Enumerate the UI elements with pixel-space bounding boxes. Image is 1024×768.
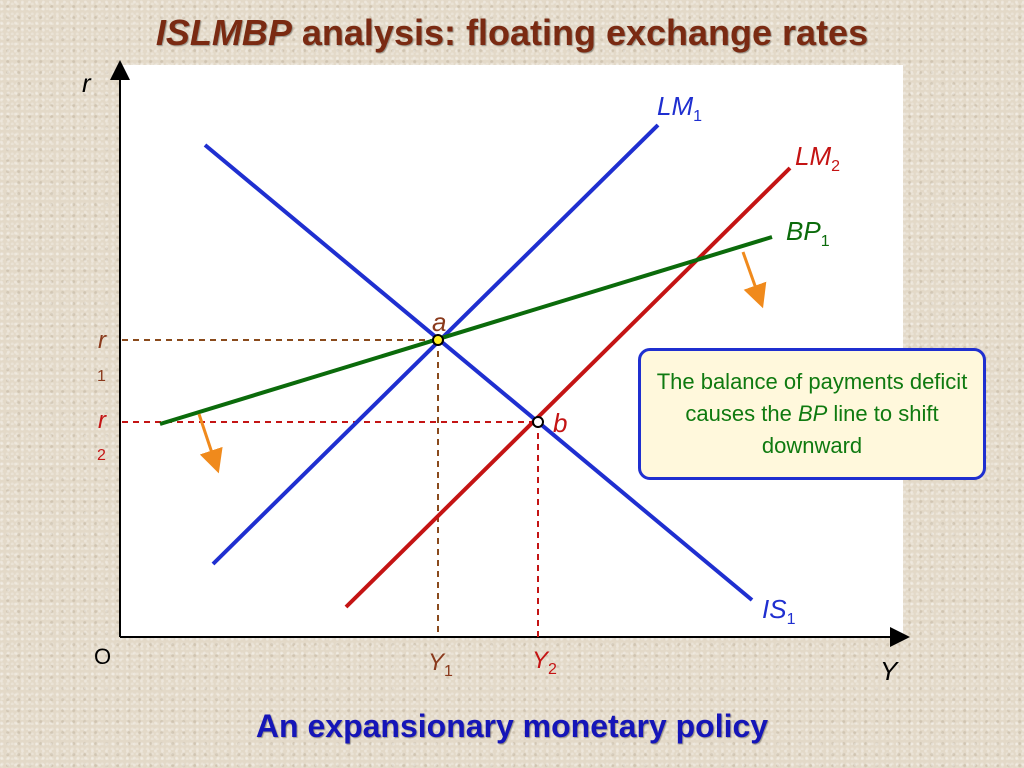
- point-a-label: a: [432, 307, 446, 337]
- point-b-label: b: [553, 408, 567, 438]
- title-rest: analysis: floating exchange rates: [291, 12, 869, 53]
- r2-subscript: 2: [97, 447, 106, 464]
- y1-label: Y1: [428, 649, 453, 680]
- callout-text-before: The balance of payments deficit causes t…: [656, 369, 968, 426]
- bp1-curve: [159, 235, 773, 426]
- lm2-label: LM2: [795, 141, 840, 175]
- point-b-marker: [532, 416, 544, 428]
- callout-text-after: line to shift downward: [761, 401, 939, 458]
- x-axis-label: Y: [880, 656, 899, 686]
- r2-label: r: [98, 407, 107, 434]
- title-emphasis: ISLMBP: [155, 12, 292, 53]
- explanation-callout: The balance of payments deficit causes t…: [638, 348, 986, 480]
- bp-shift-arrow-left: [197, 413, 223, 474]
- y2-label: Y2: [532, 647, 557, 678]
- r1-label: r: [98, 327, 107, 354]
- bp-shift-arrow-right: [741, 251, 767, 309]
- slide-title: ISLMBP analysis: floating exchange rates: [0, 12, 1024, 54]
- callout-text: The balance of payments deficit causes t…: [653, 366, 971, 462]
- is1-curve: [203, 143, 754, 602]
- y-axis-label: r: [82, 68, 92, 98]
- callout-text-emphasis: BP: [797, 401, 828, 426]
- lm2-curve: [344, 166, 792, 609]
- r1-subscript: 1: [97, 368, 106, 385]
- bp1-label: BP1: [786, 216, 830, 250]
- lm1-label: LM1: [657, 91, 702, 125]
- slide-subtitle: An expansionary monetary policy: [255, 708, 769, 744]
- origin-label: O: [94, 644, 111, 669]
- point-a-marker: [432, 334, 444, 346]
- is1-label: IS1: [762, 594, 796, 628]
